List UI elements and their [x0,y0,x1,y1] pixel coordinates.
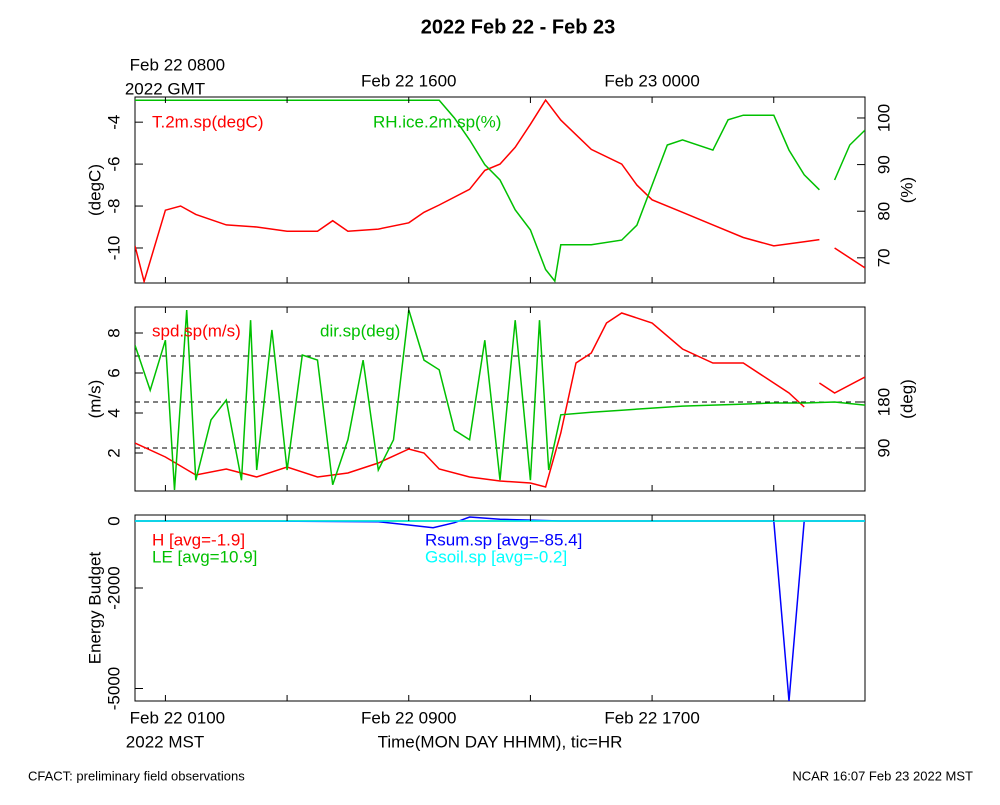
legend-entry: H [avg=-1.9] [152,530,245,549]
y2-tick-label: 70 [874,248,893,267]
legend-entry: Rsum.sp [avg=-85.4] [425,530,582,549]
chart-title: 2022 Feb 22 - Feb 23 [421,16,616,38]
y-axis-label: (m/s) [85,380,104,419]
x-tick-label: Feb 22 0900 [361,708,456,727]
x2-axis-note: 2022 GMT [125,79,205,98]
y-tick-label: -6 [104,157,123,172]
y-tick-label: -8 [104,198,123,213]
y-tick-label: 2 [104,448,123,457]
series-line [135,309,865,490]
y-axis-label: (degC) [85,164,104,216]
y2-axis-label: (deg) [897,379,916,419]
x-axis-note: 2022 MST [126,732,204,751]
x-axis-label: Time(MON DAY HHMM), tic=HR [378,732,623,751]
y2-tick-label: 80 [874,202,893,221]
y-tick-label: -2000 [104,566,123,609]
y-tick-label: 8 [104,328,123,337]
plot-frame [134,306,866,492]
y-tick-label: -10 [104,236,123,261]
y-axis-label: Energy Budget [85,551,104,664]
series-line [135,99,865,283]
legend-entry: Gsoil.sp [avg=-0.2] [425,547,567,566]
x2-tick-label: Feb 22 0800 [130,55,225,74]
series-line [135,312,865,488]
y2-axis-label: (%) [897,177,916,203]
footer-left: CFACT: preliminary field observations [28,768,245,783]
y-tick-label: -5000 [104,667,123,710]
x-tick-label: Feb 22 1700 [604,708,699,727]
series-line [135,98,865,283]
y-tick-label: -4 [104,115,123,130]
plot-frame [134,514,866,702]
series-line [135,516,865,701]
legend-entry: LE [avg=10.9] [152,547,257,566]
legend-entry: spd.sp(m/s) [152,321,241,340]
x-tick-label: Feb 22 0100 [130,708,225,727]
legend-entry: dir.sp(deg) [320,321,400,340]
y2-tick-label: 90 [874,439,893,458]
legend-entry: T.2m.sp(degC) [152,112,263,131]
legend-entry: RH.ice.2m.sp(%) [373,112,501,131]
x2-tick-label: Feb 22 1600 [361,71,456,90]
footer-right: NCAR 16:07 Feb 23 2022 MST [792,768,973,783]
y-tick-label: 6 [104,368,123,377]
y-tick-label: 4 [104,408,123,417]
y2-tick-label: 90 [874,155,893,174]
plot-frame [134,96,866,284]
y2-tick-label: 180 [874,388,893,416]
x2-tick-label: Feb 23 0000 [604,71,699,90]
y2-tick-label: 100 [874,104,893,132]
y-tick-label: 0 [104,516,123,525]
